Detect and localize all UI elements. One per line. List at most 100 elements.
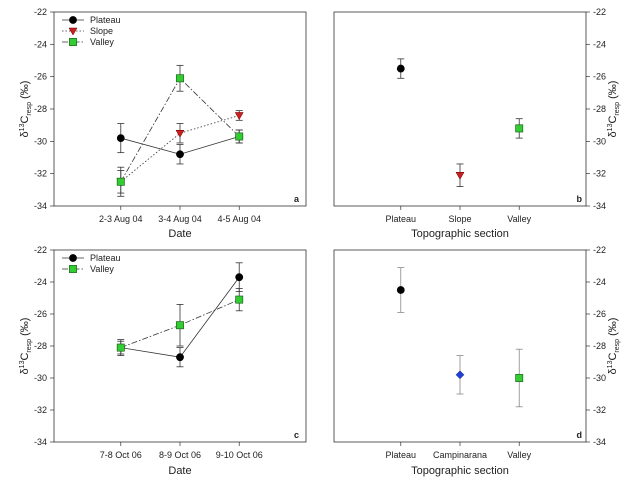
y-tick-label: -32 — [34, 405, 47, 415]
y-tick-label: -26 — [34, 309, 47, 319]
panel-c-letter: c — [294, 430, 299, 440]
data-point-plateau — [396, 286, 405, 294]
ylabel-unit: (‰) — [19, 81, 31, 102]
panel-d-letter: d — [577, 430, 583, 440]
x-tick-label: Plateau — [386, 214, 417, 224]
panel-b-y-ticks: -22 -24 -26 -28 -30 -32 -34 — [586, 7, 606, 211]
y-tick-label: -28 — [34, 104, 47, 114]
legend-label-plateau: Plateau — [90, 15, 121, 25]
y-tick-label: -30 — [593, 136, 606, 146]
ylabel-delta: δ — [607, 131, 619, 137]
y-tick-label: -24 — [593, 39, 606, 49]
panel-a-x-ticks: 2-3 Aug 04 3-4 Aug 04 4-5 Aug 04 — [99, 206, 261, 224]
x-tick-label: Plateau — [386, 450, 417, 460]
y-tick-label: -32 — [34, 169, 47, 179]
y-tick-label: -26 — [593, 72, 606, 82]
data-point-plateau — [176, 353, 184, 362]
y-tick-label: -30 — [34, 373, 47, 383]
x-tick-label: 2-3 Aug 04 — [99, 214, 143, 224]
ylabel-sub: resp — [614, 102, 621, 116]
series-line-slope — [120, 115, 240, 183]
y-tick-label: -34 — [593, 201, 606, 211]
panel-d-y-axis-label: δ13Cresp (‰) — [607, 318, 621, 375]
panel-c-marks — [116, 262, 244, 368]
panel-a-marks — [116, 64, 244, 197]
x-tick-label: 7-8 Oct 06 — [100, 450, 142, 460]
y-tick-label: -22 — [593, 7, 606, 17]
panel-d-marks — [396, 267, 524, 408]
ylabel-c: C — [607, 116, 619, 124]
data-point-valley — [235, 132, 244, 141]
data-point-valley — [116, 177, 125, 186]
panel-c-x-ticks: 7-8 Oct 06 8-9 Oct 06 9-10 Oct 06 — [100, 442, 263, 460]
panel-d-frame — [333, 249, 587, 443]
ylabel-sup: 13 — [19, 360, 26, 368]
ylabel-delta: δ — [19, 368, 31, 374]
legend-label-valley: Valley — [90, 37, 114, 47]
x-tick-label: 4-5 Aug 04 — [217, 214, 261, 224]
ylabel-sup: 13 — [607, 123, 614, 131]
panel-a-x-axis-label: Date — [168, 228, 191, 240]
panel-d: -22 -24 -26 -28 -30 -32 -34 Plateau Campinarana… — [333, 245, 621, 477]
data-point-slope — [234, 112, 244, 120]
y-tick-label: -24 — [34, 277, 47, 287]
ylabel-unit: (‰) — [607, 318, 619, 339]
y-tick-label: -30 — [593, 373, 606, 383]
ylabel-c: C — [19, 116, 31, 124]
data-point-plateau — [235, 273, 244, 282]
data-point-plateau — [176, 150, 184, 159]
data-point-campinarana — [455, 370, 465, 380]
panel-c-y-axis-label: δ13Cresp (‰) — [19, 318, 33, 375]
panel-b-y-axis-label: δ13Cresp (‰) — [607, 81, 621, 138]
y-tick-label: -34 — [34, 201, 47, 211]
y-tick-label: -28 — [34, 341, 47, 351]
ylabel-sup: 13 — [19, 123, 26, 131]
panel-a: -22 -24 -26 -28 -30 -32 -34 2-3 Aug 04 3-4 Aug … — [19, 7, 307, 240]
data-point-valley — [235, 295, 244, 304]
y-tick-label: -34 — [593, 437, 606, 447]
panel-a-letter: a — [294, 194, 300, 204]
panel-b-x-ticks: Plateau Slope Valley — [386, 206, 532, 224]
x-tick-label: 3-4 Aug 04 — [158, 214, 202, 224]
y-tick-label: -34 — [34, 437, 47, 447]
data-point-plateau — [396, 64, 405, 73]
legend-marker-valley — [69, 38, 77, 46]
ylabel-c: C — [607, 353, 619, 361]
x-tick-label: Valley — [507, 450, 531, 460]
x-tick-label: 8-9 Oct 06 — [159, 450, 201, 460]
x-tick-label: 9-10 Oct 06 — [216, 450, 263, 460]
ylabel-sub: resp — [614, 339, 621, 353]
panel-b-letter: b — [577, 194, 583, 204]
panel-c-x-axis-label: Date — [168, 465, 191, 477]
ylabel-sub: resp — [26, 102, 33, 116]
y-tick-label: -30 — [34, 136, 47, 146]
data-point-plateau — [116, 134, 125, 142]
panel-d-x-axis-label: Topographic section — [411, 465, 509, 477]
y-tick-label: -24 — [34, 39, 47, 49]
legend-marker-plateau — [69, 254, 77, 262]
legend-label-plateau: Plateau — [90, 253, 121, 263]
panel-b: -22 -24 -26 -28 -30 -32 -34 Plateau Slope Valley… — [333, 7, 621, 240]
legend-marker-slope — [68, 27, 78, 36]
y-tick-label: -28 — [593, 104, 606, 114]
data-point-slope — [455, 172, 465, 180]
data-point-valley — [176, 74, 184, 83]
panel-d-y-ticks: -22 -24 -26 -28 -30 -32 -34 — [586, 245, 606, 447]
panel-a-y-ticks: -22 -24 -26 -28 -30 -32 -34 — [34, 7, 54, 211]
x-tick-label: Campinarana — [433, 450, 487, 460]
x-tick-label: Slope — [448, 214, 471, 224]
x-tick-label: Valley — [507, 214, 531, 224]
panel-b-x-axis-label: Topographic section — [411, 228, 509, 240]
ylabel-sup: 13 — [607, 360, 614, 368]
legend-label-valley: Valley — [90, 264, 114, 274]
data-point-slope — [175, 130, 185, 138]
legend-label-slope: Slope — [90, 26, 113, 36]
y-tick-label: -26 — [593, 309, 606, 319]
ylabel-unit: (‰) — [19, 318, 31, 339]
data-point-valley — [176, 321, 184, 330]
panel-c: -22 -24 -26 -28 -30 -32 -34 7-8 Oct 06 8-9 Oct … — [19, 245, 307, 477]
y-tick-label: -32 — [593, 169, 606, 179]
data-point-valley — [116, 343, 125, 352]
y-tick-label: -24 — [593, 277, 606, 287]
